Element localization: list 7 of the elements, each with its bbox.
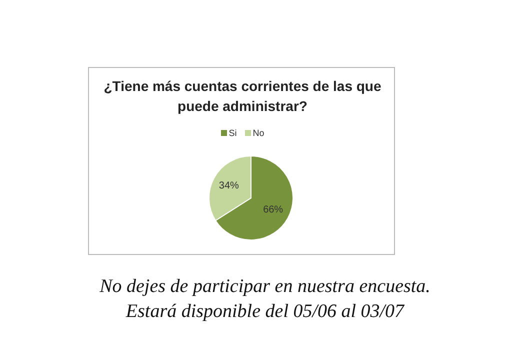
data-label: 34% [218, 180, 240, 192]
legend-label: Si [228, 128, 237, 138]
text: No dejes de participar en nuestra encuesta. [98, 275, 432, 299]
legend-label: No [252, 128, 264, 138]
chart-title: ¿Tiene más cuentas corrientes de las que puede administrar? [102, 77, 382, 116]
data-label: 66% [263, 204, 284, 216]
text: Estará disponible del 05/06 al 03/07 [124, 300, 406, 324]
